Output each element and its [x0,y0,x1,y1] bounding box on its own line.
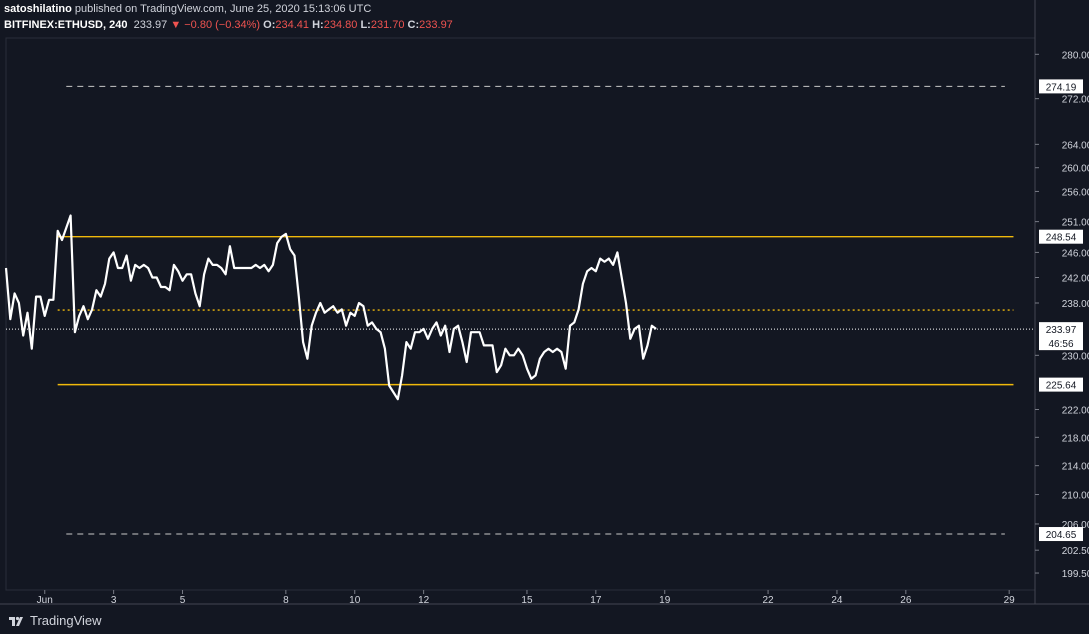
x-tick-label: 12 [418,595,430,606]
open-value: 234.41 [275,19,310,31]
x-tick-label: 8 [283,595,289,606]
level-price-label: 248.54 [1046,233,1077,244]
y-tick-label: 202.50 [1062,546,1089,557]
y-tick-label: 238.00 [1062,299,1089,310]
x-tick-label: 24 [831,595,843,606]
level-price-tag [1039,377,1083,392]
level-price-label: 204.65 [1046,530,1077,541]
open-label: O: [263,19,276,31]
publish-info: satoshilatino published on TradingView.c… [4,3,453,15]
x-tick-label: 19 [659,595,671,606]
ohlc-legend: BITFINEX:ETHUSD, 240 233.97 ▼ −0.80 (−0.… [4,19,453,31]
price-series-line [4,214,657,401]
level-price-tag [1039,79,1083,94]
author-name[interactable]: satoshilatino [4,3,72,15]
x-tick-label: 15 [521,595,533,606]
y-tick-label: 230.00 [1062,351,1089,362]
low-label: L: [360,19,371,31]
x-tick-label: 22 [763,595,775,606]
x-tick-label: Jun [37,595,53,606]
current-price-label: 233.97 [1046,325,1077,336]
x-tick-label: 29 [1004,595,1016,606]
y-tick-label: 260.00 [1062,164,1089,175]
high-label: H: [312,19,324,31]
low-value: 231.70 [370,19,405,31]
y-tick-label: 218.00 [1062,433,1089,444]
y-tick-label: 210.00 [1062,491,1089,502]
level-price-tag [1039,527,1083,542]
x-tick-label: 17 [590,595,602,606]
plot-frame [5,37,1036,591]
bar-countdown-label: 46:56 [1048,339,1073,350]
y-tick-label: 222.00 [1062,406,1089,417]
y-tick-label: 214.00 [1062,462,1089,473]
y-tick-label: 256.00 [1062,187,1089,198]
level-price-tag [1039,229,1083,244]
tradingview-logo-icon [9,616,23,626]
close-label: C: [407,19,420,31]
y-tick-label: 199.50 [1062,569,1089,580]
y-tick-label: 251.00 [1062,218,1089,229]
y-tick-label: 280.00 [1062,50,1089,61]
published-text: published on TradingView.com, June 25, 2… [74,3,372,15]
y-tick-label: 272.00 [1062,95,1089,106]
y-tick-label: 206.00 [1062,520,1089,531]
level-price-label: 274.19 [1046,82,1077,93]
chart-header: satoshilatino published on TradingView.c… [4,3,453,31]
close-value: 233.97 [419,19,453,31]
x-tick-label: 10 [349,595,361,606]
x-tick-label: 5 [180,595,186,606]
high-value: 234.80 [323,19,358,31]
last-price: 233.97 [133,19,168,31]
brand-label: TradingView [30,612,102,628]
current-price-tag [1039,322,1083,351]
y-tick-label: 242.00 [1062,274,1089,285]
tradingview-brand[interactable]: TradingView [8,612,102,628]
price-change: ▼ −0.80 (−0.34%) [170,19,261,31]
y-tick-label: 264.00 [1062,140,1089,151]
x-tick-label: 3 [111,595,117,606]
x-tick-label: 26 [900,595,912,606]
level-price-label: 225.64 [1046,381,1077,392]
y-tick-label: 246.00 [1062,248,1089,259]
symbol-label[interactable]: BITFINEX:ETHUSD, 240 [4,19,128,31]
